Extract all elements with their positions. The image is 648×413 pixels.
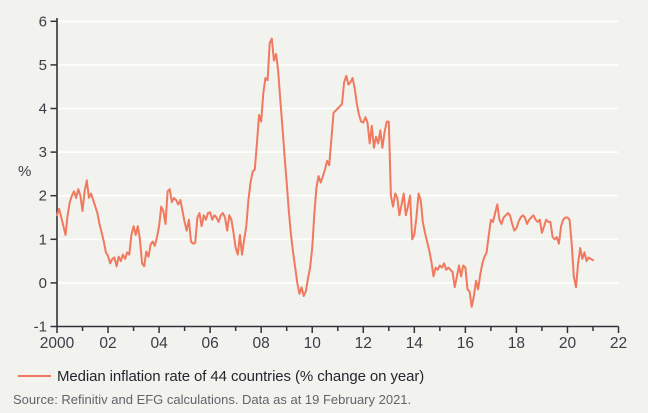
y-tick-label: 1	[39, 231, 47, 248]
x-tick-label: 06	[202, 335, 219, 352]
inflation-chart: -1 0 1 2 3 4 5 6 2000 02 04 06 08 10 12 14 16 18 20 22	[34, 13, 627, 352]
y-tick-label: 6	[39, 13, 47, 30]
x-tick-label: 16	[457, 335, 474, 352]
x-tick-label: 04	[150, 335, 168, 352]
legend-series-label: Median inflation rate of 44 countries (%…	[57, 367, 425, 385]
y-tick-label: 0	[39, 275, 47, 292]
y-tick-label: -1	[34, 319, 47, 336]
x-tick-label: 12	[355, 335, 372, 352]
x-tick-label: 14	[406, 335, 424, 352]
x-tick-label: 10	[304, 335, 322, 352]
chart-legend: Median inflation rate of 44 countries (%…	[18, 367, 424, 385]
x-tick-label: 18	[508, 335, 525, 352]
y-axis-unit-label: %	[18, 163, 32, 180]
y-tick-label: 4	[39, 101, 47, 118]
y-tick-label: 2	[39, 188, 47, 205]
y-tick-label: 3	[39, 144, 47, 161]
source-note: Source: Refinitiv and EFG calculations. …	[13, 392, 412, 407]
x-axis-ticks-and-labels: 2000 02 04 06 08 10 12 14 16 18 20 22	[40, 326, 627, 352]
median-inflation-line	[56, 37, 594, 308]
y-tick-label: 5	[39, 57, 47, 74]
x-tick-label: 22	[610, 335, 627, 352]
x-tick-label: 2000	[40, 335, 75, 352]
x-tick-label: 08	[253, 335, 270, 352]
x-tick-label: 20	[559, 335, 577, 352]
y-axis-ticks-and-labels: -1 0 1 2 3 4 5 6	[34, 13, 57, 336]
x-tick-label: 02	[99, 335, 116, 352]
legend-line-swatch	[18, 375, 51, 377]
